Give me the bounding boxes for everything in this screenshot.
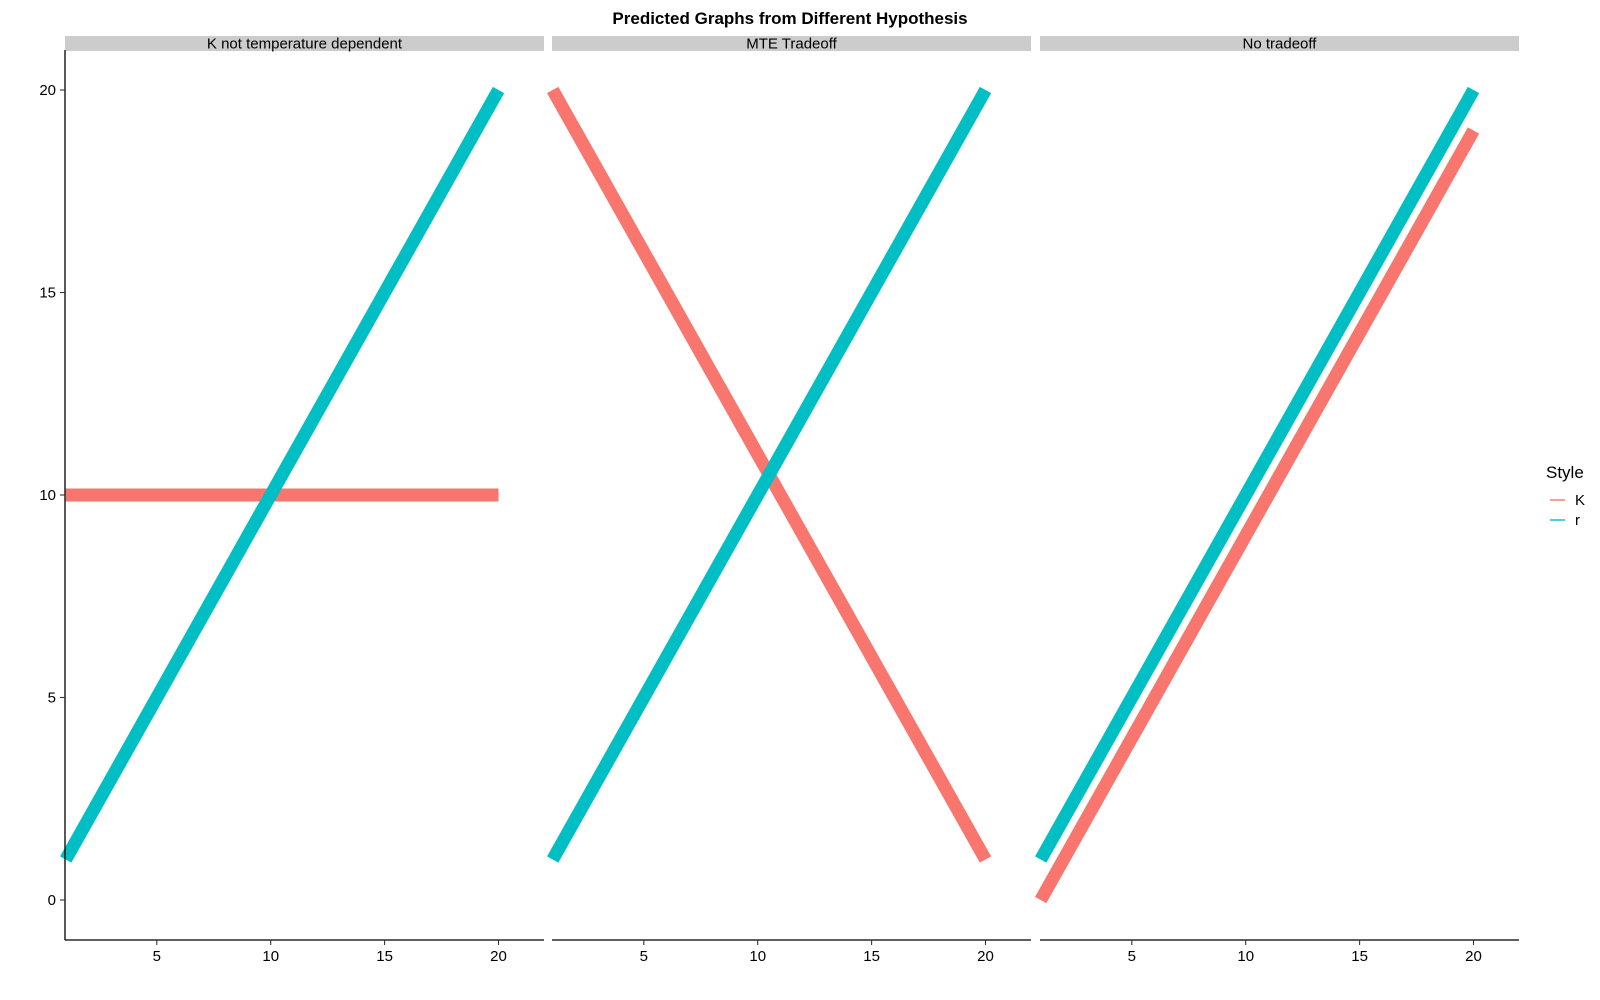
x-tick-label: 20 bbox=[977, 948, 994, 965]
legend: Style Kr bbox=[1546, 463, 1585, 529]
facet-strip-label: No tradeoff bbox=[1243, 36, 1318, 53]
x-tick-label: 15 bbox=[863, 948, 880, 965]
x-tick-label: 10 bbox=[749, 948, 766, 965]
legend-label-k: K bbox=[1575, 492, 1585, 509]
facet-strip bbox=[1040, 36, 1519, 51]
x-tick-label: 20 bbox=[1465, 948, 1482, 965]
y-tick-label: 20 bbox=[39, 82, 56, 99]
x-tick-label: 10 bbox=[262, 948, 279, 965]
x-tick-label: 10 bbox=[1237, 948, 1254, 965]
legend-title: Style bbox=[1546, 463, 1584, 482]
y-tick-label: 15 bbox=[39, 285, 56, 302]
x-tick-label: 20 bbox=[490, 948, 507, 965]
legend-label-r: r bbox=[1575, 512, 1580, 529]
x-tick-label: 15 bbox=[1351, 948, 1368, 965]
panel-2: MTE Tradeoff 5 10 15 20 bbox=[547, 36, 1031, 965]
x-tick-label: 5 bbox=[640, 948, 648, 965]
x-tick-label: 5 bbox=[153, 948, 161, 965]
panel-3: No tradeoff 5 10 15 20 bbox=[1035, 36, 1519, 965]
facet-strip-label: MTE Tradeoff bbox=[746, 36, 837, 53]
x-tick-label: 15 bbox=[376, 948, 393, 965]
chart-panels: K not temperature dependent 5 10 15 20 0 5 10 15… bbox=[39, 36, 1519, 965]
facet-strip bbox=[552, 36, 1031, 51]
panel-1: K not temperature dependent 5 10 15 20 0 5 10 15… bbox=[39, 36, 544, 965]
y-tick-label: 5 bbox=[48, 690, 56, 707]
y-tick-label: 0 bbox=[48, 892, 56, 909]
facet-strip bbox=[65, 36, 544, 51]
legend-entries: Kr bbox=[1550, 492, 1585, 529]
series-line-r bbox=[1035, 86, 1480, 863]
chart-title: Predicted Graphs from Different Hypothes… bbox=[612, 9, 967, 28]
x-tick-label: 5 bbox=[1128, 948, 1136, 965]
series-line-k bbox=[1035, 127, 1480, 904]
y-tick-label: 10 bbox=[39, 487, 56, 504]
series-line-r bbox=[547, 86, 992, 863]
series-line-r bbox=[60, 86, 505, 863]
facet-strip-label: K not temperature dependent bbox=[207, 36, 403, 53]
